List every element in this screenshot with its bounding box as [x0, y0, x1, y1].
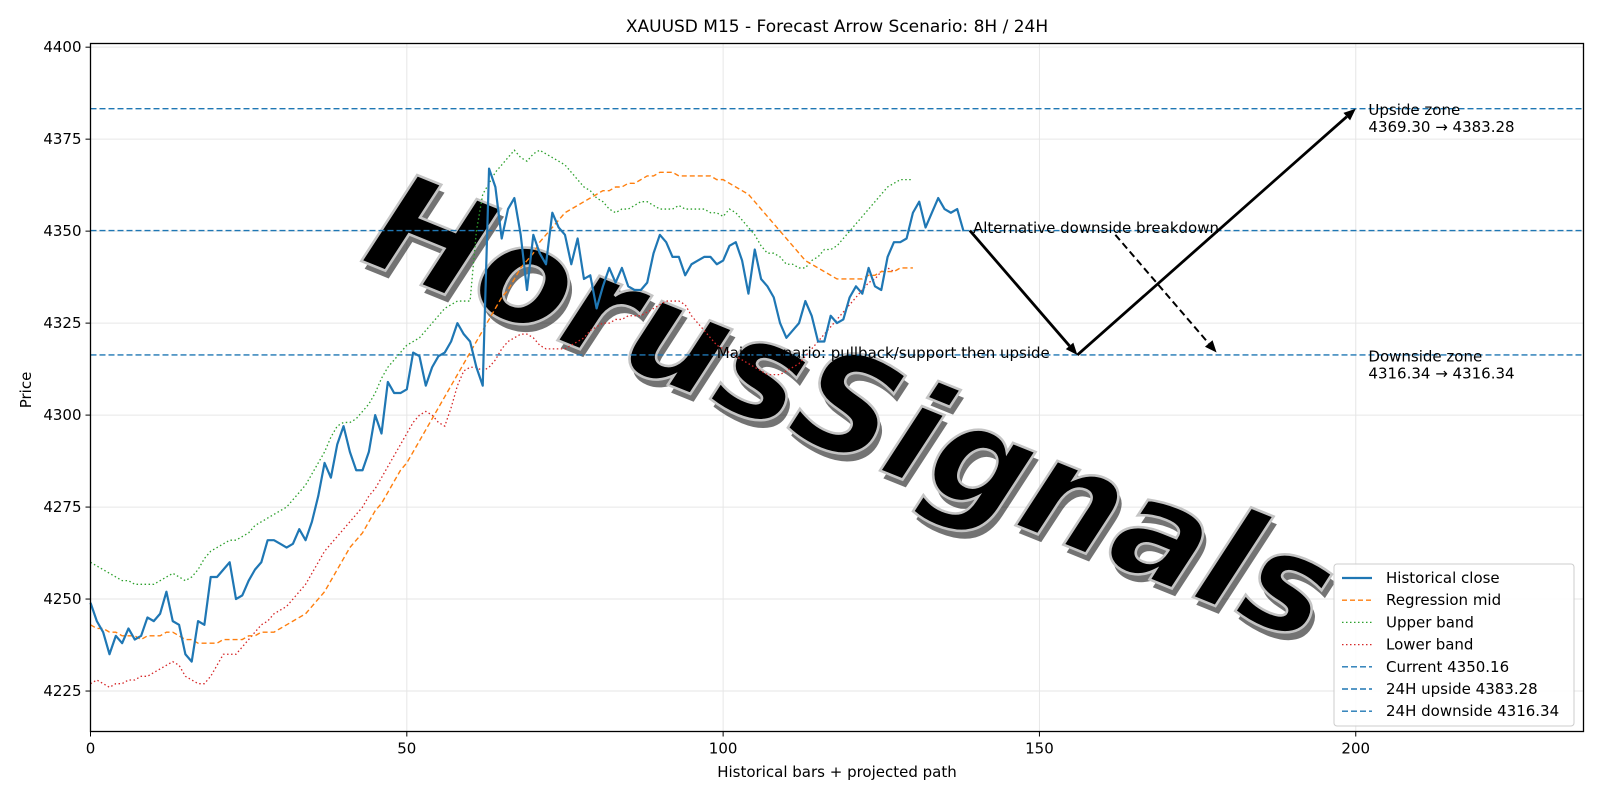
annotation-text: Upside zone	[1368, 101, 1460, 119]
y-axis-ticks: 4225 4250 4275 4300 4325 4350 4375 4400	[43, 38, 91, 700]
annotation-text: Alternative downside breakdown	[973, 219, 1219, 237]
y-tick-label: 4275	[43, 498, 81, 516]
scenario-arrow-head	[1065, 342, 1078, 355]
y-axis-label: Price	[17, 372, 35, 409]
x-tick-label: 100	[709, 740, 738, 758]
annotation-text: Downside zone	[1368, 348, 1482, 366]
legend-label: 24H upside 4383.28	[1386, 680, 1538, 698]
lower-band-line	[90, 267, 895, 689]
scenario-arrow-head	[1204, 340, 1217, 353]
scenario-arrow-line	[968, 229, 1071, 347]
y-tick-label: 4225	[43, 682, 81, 700]
y-tick-label: 4250	[43, 590, 81, 608]
annotation-text: Main scenario: pullback/support then ups…	[717, 344, 1050, 362]
upper-band-line	[90, 149, 913, 585]
y-tick-label: 4350	[43, 222, 81, 240]
legend: Historical close Regression mid Upper band…	[1333, 563, 1575, 727]
scenario-arrows	[968, 108, 1356, 357]
x-tick-label: 50	[397, 740, 416, 758]
annotation-text: 4316.34 → 4316.34	[1368, 364, 1514, 382]
historical-close-line	[89, 167, 965, 663]
x-tick-label: 150	[1025, 740, 1054, 758]
legend-label: 24H downside 4316.34	[1386, 702, 1559, 720]
x-axis-ticks: 0 50 100 150 200	[86, 731, 1370, 758]
scenario-arrow-line	[1114, 234, 1210, 345]
y-tick-label: 4325	[43, 314, 81, 332]
legend-box	[1333, 563, 1575, 727]
y-tick-label: 4300	[43, 406, 81, 424]
legend-label: Current 4350.16	[1386, 658, 1509, 676]
y-tick-label: 4375	[43, 130, 81, 148]
x-axis-label: Historical bars + projected path	[717, 763, 957, 781]
y-tick-label: 4400	[43, 38, 81, 56]
legend-label: Lower band	[1386, 636, 1473, 654]
chart-title: XAUUSD M15 - Forecast Arrow Scenario: 8H…	[626, 17, 1048, 37]
legend-label: Historical close	[1386, 569, 1500, 587]
legend-label: Regression mid	[1386, 591, 1501, 609]
scenario-arrow-line	[1076, 115, 1348, 357]
scenario-arrow-head	[1343, 108, 1356, 121]
regression-mid-line	[90, 171, 913, 644]
series-lines	[89, 149, 965, 689]
x-tick-label: 200	[1341, 740, 1370, 758]
legend-label: Upper band	[1386, 613, 1474, 631]
annotation-text: 4369.30 → 4383.28	[1368, 118, 1514, 136]
plot-frame	[89, 42, 1585, 733]
annotations: Main scenario: pullback/support then ups…	[717, 101, 1515, 382]
x-tick-label: 0	[86, 740, 96, 758]
horizontal-lines	[90, 107, 1584, 356]
